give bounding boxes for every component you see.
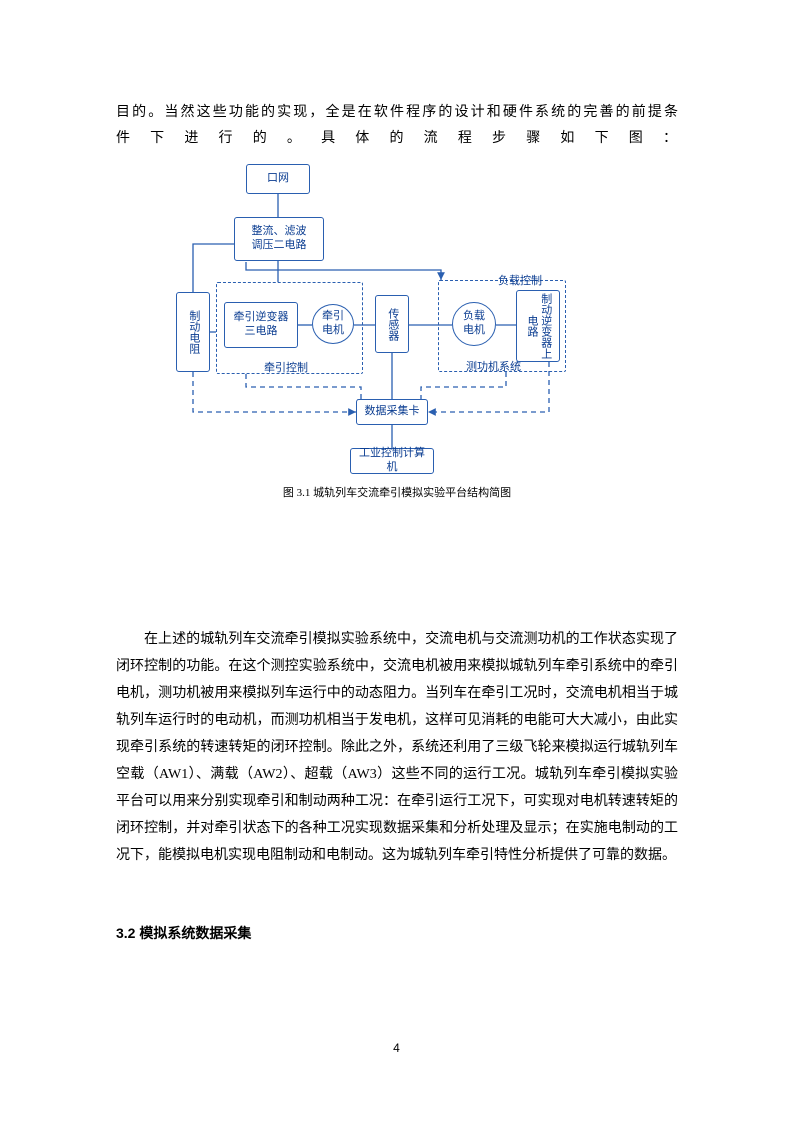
edge-14 — [421, 372, 506, 407]
node-n_load: 负载电机 — [452, 302, 496, 346]
node-n_rect2: 整流、滤波调压二电路 — [234, 217, 324, 261]
intro-line-2: 件下进行的。具体的流程步骤如下图： — [116, 126, 678, 152]
intro-line-1: 目的。当然这些功能的实现，全是在软件程序的设计和硬件系统的完善的前提条 — [116, 100, 678, 126]
edge-11 — [193, 372, 356, 412]
node-n_sensor: 传感器 — [375, 295, 409, 353]
node-n_motor: 牵引电机 — [312, 304, 354, 344]
edge-12 — [246, 374, 361, 407]
flowchart-diagram: 图 3.1 城轨列车交流牵引模拟实验平台结构简图 牵引控制 测功机系统 口网整流、滤… — [116, 162, 678, 512]
page-number: 4 — [0, 1041, 793, 1055]
group-label-g_dyno: 测功机系统 — [466, 358, 521, 374]
body-paragraph-1: 在上述的城轨列车交流牵引模拟实验系统中，交流电机与交流测功机的工作状态实现了闭环… — [116, 626, 678, 869]
node-n_brake: 制动电阻 — [176, 292, 210, 372]
node-n_brkinv: 制动逆变器上电路 — [516, 290, 560, 362]
node-n_daq: 数据采集卡 — [356, 399, 428, 425]
intro-block: 目的。当然这些功能的实现，全是在软件程序的设计和硬件系统的完善的前提条 件下进行… — [116, 100, 678, 152]
group-label-g_traction: 牵引控制 — [264, 359, 308, 375]
figure-caption: 图 3.1 城轨列车交流牵引模拟实验平台结构简图 — [116, 484, 678, 500]
label-load_ctrl: 负载控制 — [498, 272, 542, 288]
edge-3 — [246, 262, 441, 280]
node-n_ipc: 工业控制计算机 — [350, 448, 434, 474]
node-n_dw: 口网 — [246, 164, 310, 194]
node-n_inv: 牵引逆变器三电路 — [224, 302, 298, 348]
section-heading-3-2: 3.2 模拟系统数据采集 — [116, 923, 678, 943]
